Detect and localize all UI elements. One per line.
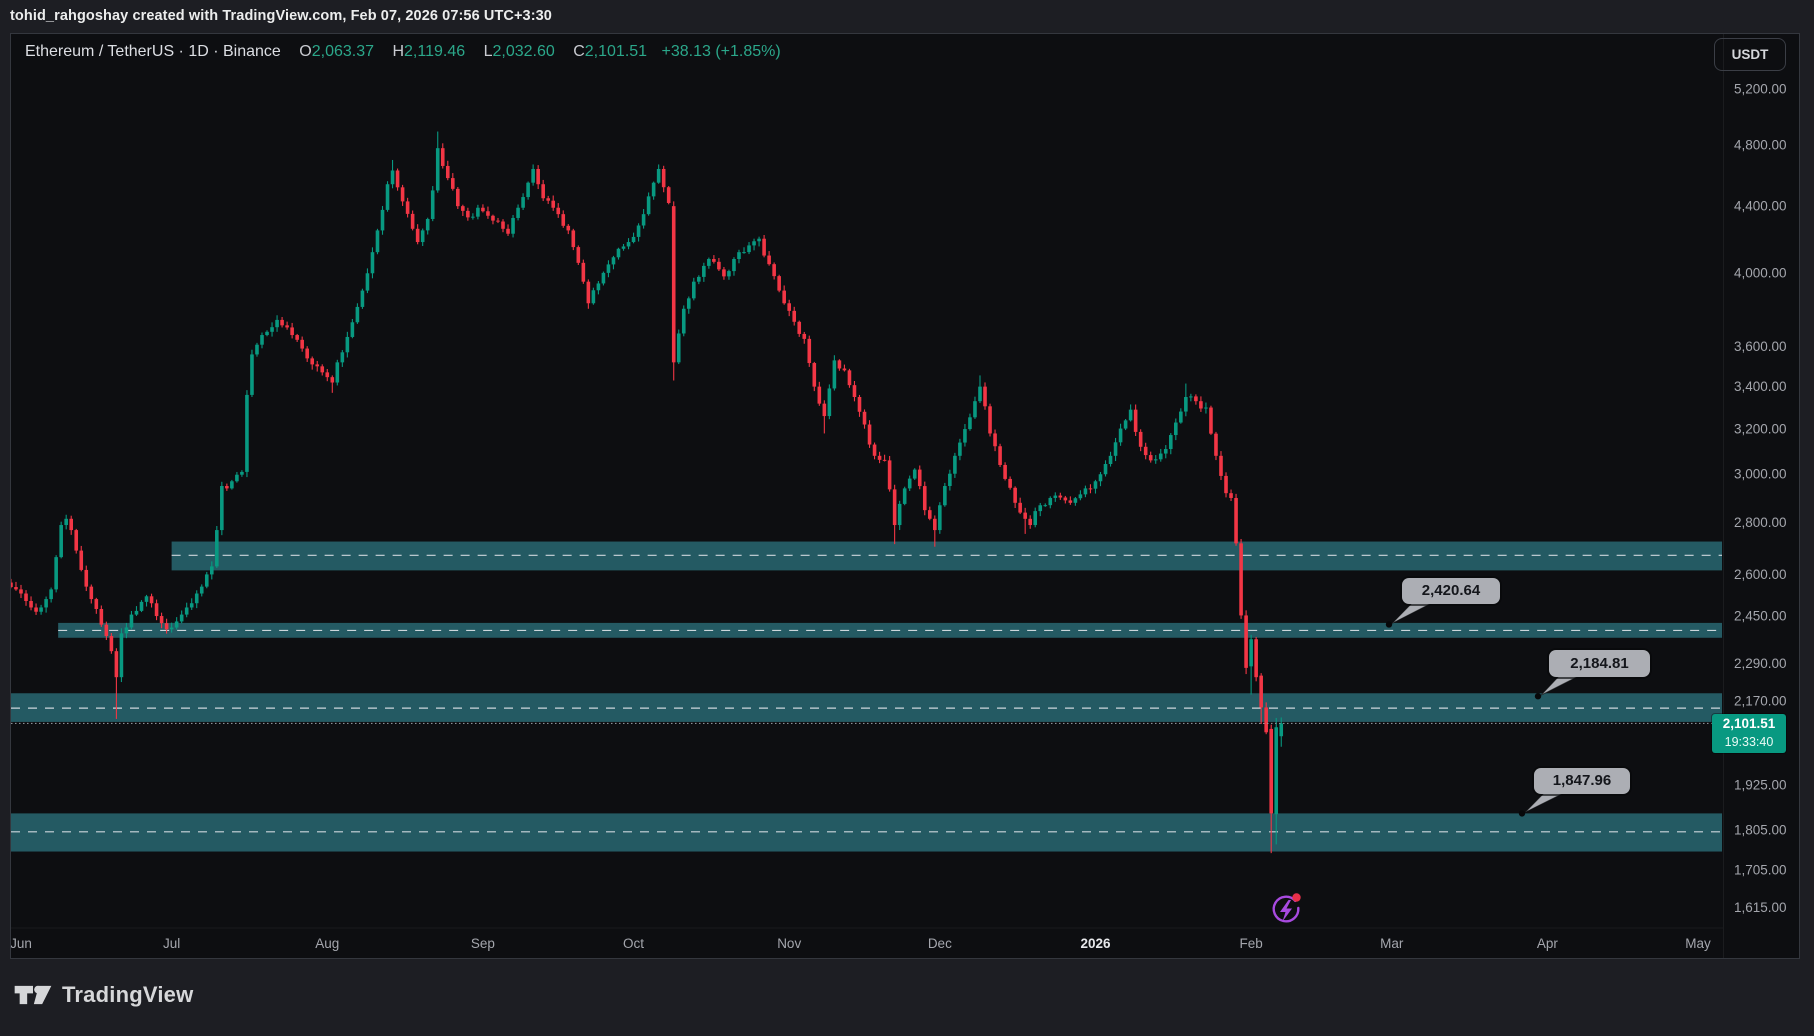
price-tick-label: 1,705.00 [1734,862,1787,877]
ohlc-close-label: C [573,43,585,60]
price-tick-label: 1,615.00 [1734,900,1787,915]
price-tick-label: 5,200.00 [1734,82,1787,97]
zones [11,541,1722,852]
time-tick-label: Oct [623,936,644,951]
price-tick-label: 1,805.00 [1734,822,1787,837]
price-tick-label: 3,400.00 [1734,379,1787,394]
symbol-title[interactable]: Ethereum / TetherUS · 1D · Binance [25,43,281,60]
chart-canvas[interactable]: 5,200.00 4,800.00 4,400.00 4,000.00 3,600.00… [11,34,1799,958]
time-tick-label: Nov [777,936,801,951]
attribution-text: tohid_rahgoshay created with TradingView… [10,8,552,24]
level-label-2184[interactable]: 2,184.81 [1549,650,1650,677]
price-tick-label: 3,000.00 [1734,467,1787,482]
tradingview-logo-text: TradingView [62,982,194,1007]
chart-panel: 5,200.00 4,800.00 4,400.00 4,000.00 3,600.00… [10,33,1800,959]
current-price-label[interactable]: 2,101.51 19:33:40 [1712,714,1786,753]
change-value: +38.13 (+1.85%) [661,43,781,60]
chart-header: Ethereum / TetherUS · 1D · Binance O2,06… [25,43,781,61]
price-tick-label: 4,800.00 [1734,138,1787,153]
time-tick-label: May [1685,936,1711,951]
price-tick-label: 3,200.00 [1734,422,1787,437]
time-tick-label: Aug [315,936,339,951]
price-tick-label: 1,925.00 [1734,777,1787,792]
current-price-value: 2,101.51 [1722,716,1776,731]
level-label-tail [1391,602,1433,624]
level-anchor-dot[interactable] [1534,693,1542,700]
ohlc-close-value: 2,101.51 [584,43,648,60]
attribution-bar: tohid_rahgoshay created with TradingView… [0,0,1814,33]
time-tick-label: Dec [928,936,952,951]
ohlc-high-label: H [392,43,405,60]
plot-area[interactable] [11,131,1722,854]
time-tick-label: Jun [11,936,32,951]
flash-marker-icon[interactable] [1272,893,1301,923]
ohlc-low-label: L [483,43,493,60]
price-tick-label: 2,170.00 [1734,693,1787,708]
price-tick-label: 3,600.00 [1734,339,1787,354]
time-tick-label: Apr [1537,936,1559,951]
level-label-tail [1540,675,1580,696]
time-scale[interactable]: Jun Jul Aug Sep Oct Nov Dec 2026 Feb Mar Apr May [11,936,1711,951]
marker-notification-dot [1292,893,1301,902]
candle-countdown: 19:33:40 [1724,735,1774,749]
ohlc-open-value: 2,063.37 [311,43,375,60]
price-tick-label: 4,400.00 [1734,199,1787,214]
currency-toggle-button[interactable]: USDT [1714,38,1786,71]
price-tick-label: 2,800.00 [1734,515,1787,530]
zone-band[interactable] [171,541,1722,571]
time-tick-label: 2026 [1080,936,1111,951]
time-tick-label: Mar [1380,936,1404,951]
price-tick-label: 2,600.00 [1734,567,1787,582]
ohlc-high-value: 2,119.46 [404,43,466,60]
price-scale[interactable]: 5,200.00 4,800.00 4,400.00 4,000.00 3,600.00… [1734,82,1787,916]
ohlc-open-label: O [299,43,312,60]
zone-band[interactable] [11,813,1722,852]
price-tick-label: 2,290.00 [1734,656,1787,671]
price-tick-label: 4,000.00 [1734,265,1787,280]
ohlc-low-value: 2,032.60 [492,43,555,60]
candlestick-series[interactable] [11,131,1284,854]
price-tick-label: 2,450.00 [1734,609,1787,624]
time-tick-label: Feb [1239,936,1262,951]
zone-band[interactable] [58,622,1722,638]
level-anchor-dot[interactable] [1518,810,1526,817]
time-tick-label: Sep [471,936,495,951]
level-anchor-dot[interactable] [1385,621,1393,628]
level-label-1847[interactable]: 1,847.96 [1534,768,1630,794]
tradingview-logo-mark-icon [14,985,52,1005]
time-tick-label: Jul [163,936,180,951]
tradingview-logo[interactable]: TradingView [13,981,193,1009]
level-label-2420[interactable]: 2,420.64 [1402,578,1500,604]
level-label-tail [1524,792,1565,813]
